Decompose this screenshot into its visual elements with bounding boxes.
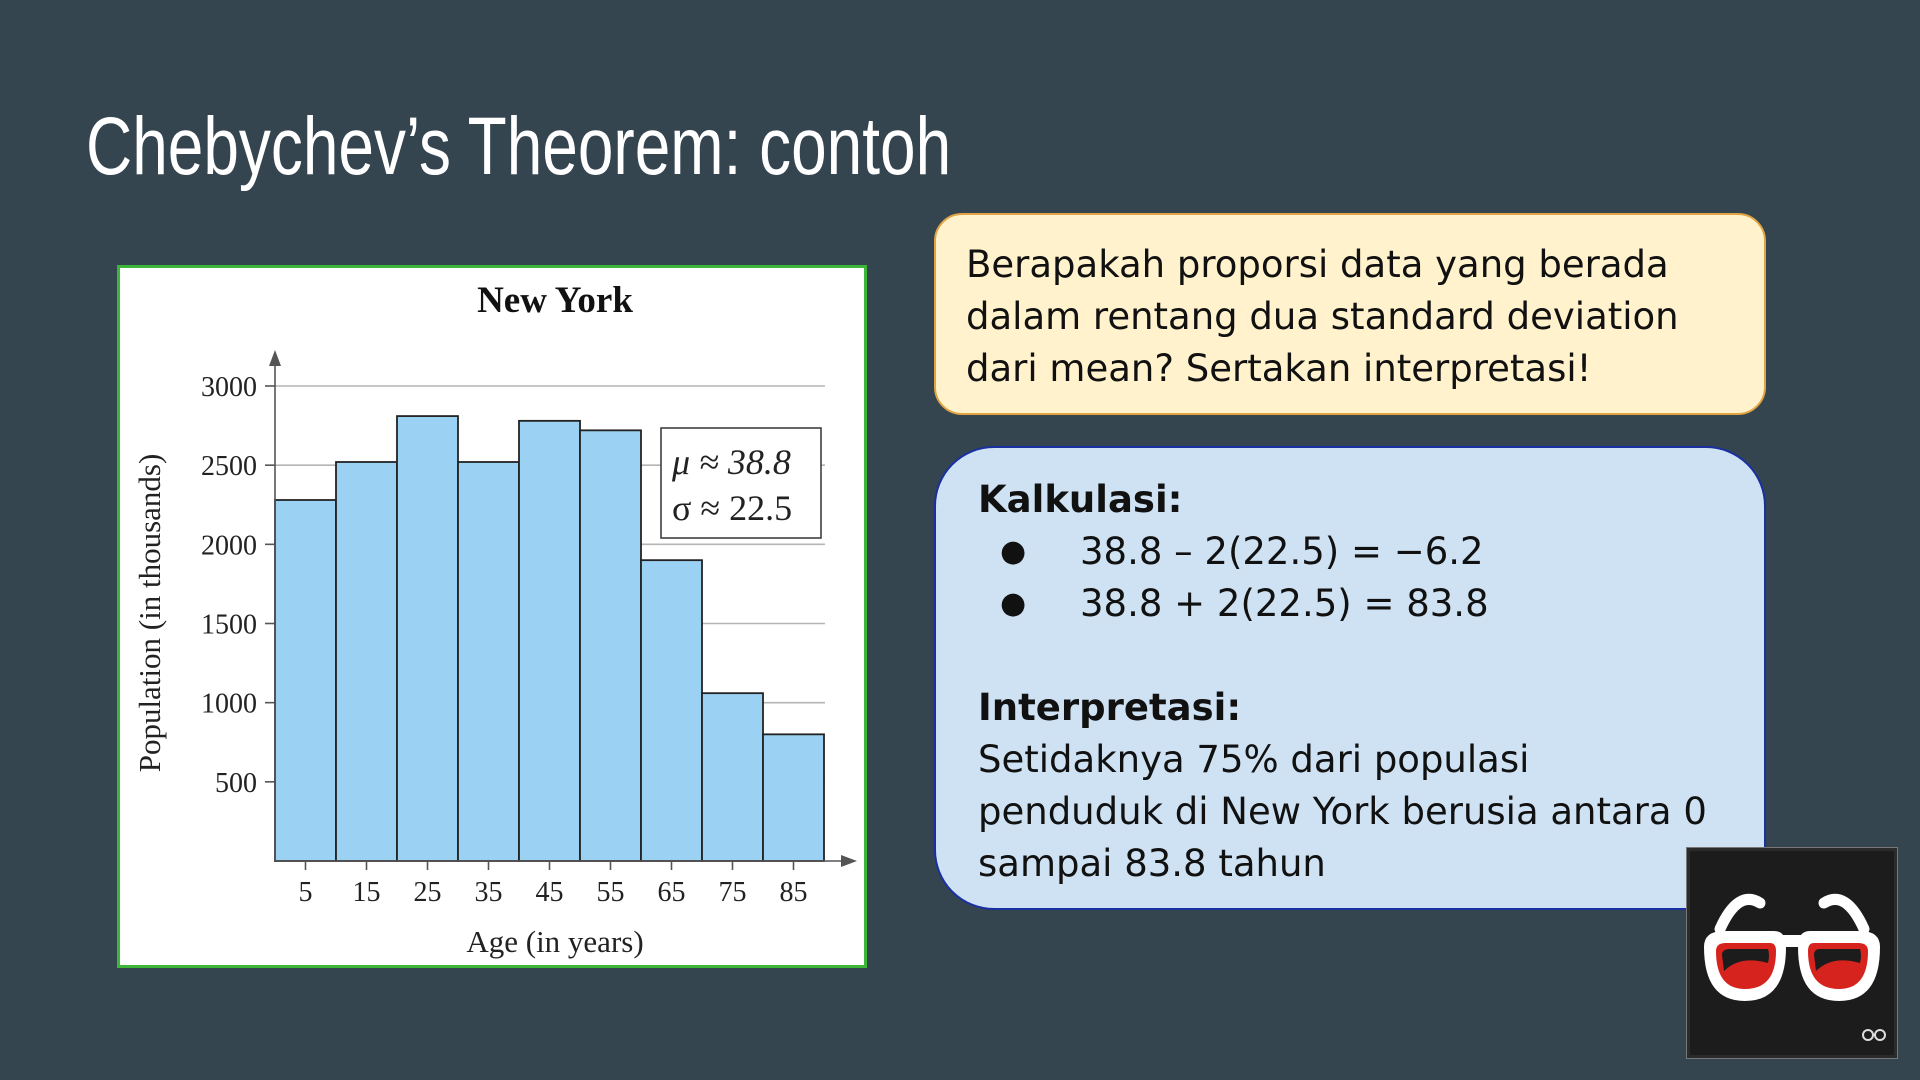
x-tick-label: 15: [353, 877, 381, 908]
y-tick-label: 500: [215, 768, 257, 799]
x-axis-arrow: [841, 855, 857, 867]
glasses-small-icon: [1862, 1029, 1886, 1041]
y-tick-labels: 500 1000 1500 2000 2500 3000: [201, 372, 257, 799]
x-tick-label: 45: [536, 877, 564, 908]
calculation-heading: Kalkulasi:: [978, 478, 1183, 521]
histogram-bar: [640, 559, 703, 862]
chart-title: New York: [477, 280, 633, 321]
interpretation-heading: Interpretasi:: [978, 686, 1242, 729]
y-tick-label: 2000: [201, 530, 257, 561]
slide-title: Chebychev’s Theorem: contoh: [86, 101, 952, 192]
glasses-icon: [1704, 893, 1886, 1041]
webcam-overlay: [1686, 847, 1898, 1059]
histogram-bar: [335, 461, 398, 862]
histogram-bar: [457, 461, 520, 862]
histogram-bar: [579, 429, 642, 862]
y-axis-arrow: [269, 350, 281, 366]
mean-annotation: μ ≈ 38.8: [671, 442, 791, 482]
y-tick-label: 2500: [201, 451, 257, 482]
histogram-chart: New York 500 1000 1500 2000 2500 3000 5 15 25 35…: [132, 280, 857, 959]
histogram-bar: [762, 733, 825, 862]
histogram-bar: [396, 415, 459, 862]
y-tick-label: 1000: [201, 689, 257, 720]
histogram-bar: [701, 692, 764, 862]
x-axis-label: Age (in years): [466, 924, 643, 959]
x-tick-labels: 5 15 25 35 45 55 65 75 85: [299, 861, 808, 908]
stats-box-frame: [660, 427, 822, 539]
y-axis-label: Population (in thousands): [132, 454, 167, 773]
sigma-annotation: σ ≈ 22.5: [672, 488, 792, 528]
calculation-item-upper: 38.8 + 2(22.5) = 83.8: [1000, 578, 1722, 630]
histogram-bar: [518, 419, 581, 862]
x-tick-label: 85: [780, 877, 808, 908]
x-tick-label: 25: [414, 877, 442, 908]
y-tick-label: 3000: [201, 372, 257, 403]
interpretation-text: Setidaknya 75% dari populasi penduduk di…: [978, 738, 1707, 885]
x-tick-label: 55: [597, 877, 625, 908]
histogram-bar: [274, 499, 337, 862]
calculation-item-lower: 38.8 – 2(22.5) = −6.2: [1000, 526, 1722, 578]
x-tick-label: 35: [475, 877, 503, 908]
y-tick-label: 1500: [201, 610, 257, 641]
stats-annotation-box: μ ≈ 38.8 σ ≈ 22.5: [660, 427, 822, 539]
question-text: Berapakah proporsi data yang berada dala…: [966, 243, 1679, 390]
chart-axes: [269, 350, 857, 867]
x-tick-label: 75: [719, 877, 747, 908]
histogram-panel: New York 500 1000 1500 2000 2500 3000 5 15 25 35…: [117, 265, 867, 968]
calculation-list: 38.8 – 2(22.5) = −6.2 38.8 + 2(22.5) = 8…: [978, 526, 1722, 630]
x-tick-label: 5: [299, 877, 313, 908]
calculation-callout: Kalkulasi: 38.8 – 2(22.5) = −6.2 38.8 + …: [934, 446, 1766, 910]
question-callout: Berapakah proporsi data yang berada dala…: [934, 213, 1766, 415]
chart-bars: [274, 415, 825, 862]
x-tick-label: 65: [658, 877, 686, 908]
